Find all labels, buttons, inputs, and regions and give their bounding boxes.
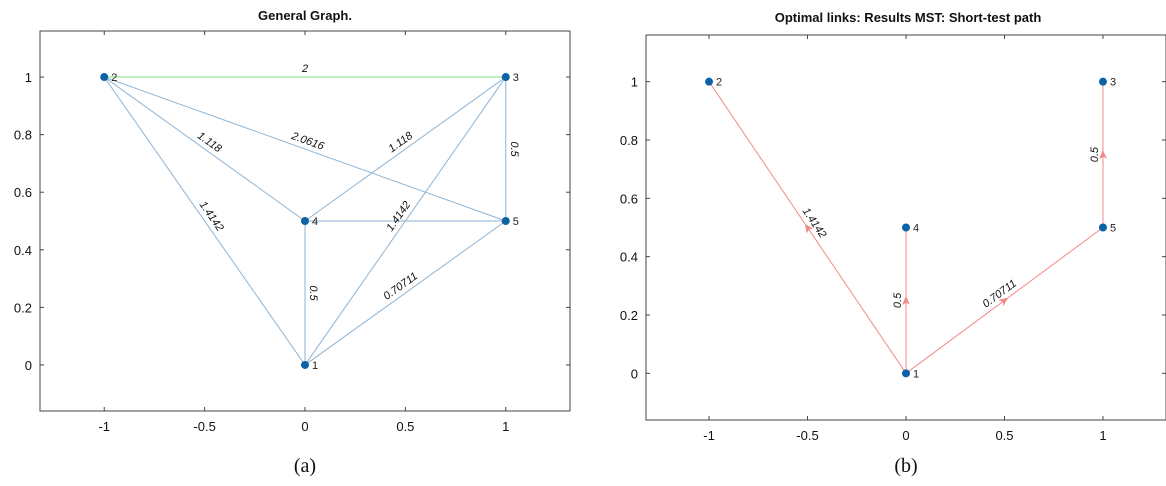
panel-b-ytick-label: 1 bbox=[631, 75, 638, 90]
panel-a-edge-2-4 bbox=[103, 76, 306, 222]
panel-a-ytick-label: 0.6 bbox=[14, 185, 32, 200]
panel-a-node-label-3: 3 bbox=[513, 72, 519, 84]
panel-b-ytick-label: 0.8 bbox=[620, 133, 638, 148]
panel-b-caption: (b) bbox=[894, 455, 917, 477]
panel-a-node-3 bbox=[501, 73, 510, 82]
panel-b-edge-label: 0.5 bbox=[1089, 146, 1101, 162]
panel-b-node-4 bbox=[902, 223, 910, 232]
panel-b-ytick-label: 0.4 bbox=[620, 250, 638, 265]
panel-b-ytick-label: 0.6 bbox=[620, 191, 638, 206]
panel-a-xtick-label: -1 bbox=[98, 419, 110, 434]
panel-a-caption: (a) bbox=[294, 455, 316, 477]
panel-a-edge-1-5 bbox=[304, 220, 507, 366]
panel-a-node-1 bbox=[301, 360, 309, 369]
panel-a-edge-3-4 bbox=[304, 76, 507, 222]
panel-b-title: Optimal links: Results MST: Short-test p… bbox=[775, 10, 1042, 25]
panel-b-nodes: 1 2 3 4 5 bbox=[705, 77, 1116, 380]
panel-b-edge-label: 0.5 bbox=[892, 292, 904, 308]
panel-a-node-label-2: 2 bbox=[111, 72, 117, 84]
panel-a-title: General Graph. bbox=[258, 8, 352, 23]
panel-a-edge-2-1 bbox=[103, 76, 306, 366]
panel-a-node-label-4: 4 bbox=[312, 216, 318, 228]
panel-a-node-label-5: 5 bbox=[513, 216, 519, 228]
panel-a-node-4 bbox=[301, 217, 309, 225]
panel-b-node-2 bbox=[705, 77, 714, 86]
panel-b-edge-arrow-1-2 bbox=[804, 223, 814, 234]
panel-a-edge-label: 2 bbox=[301, 63, 308, 75]
panel-b-node-label-4: 4 bbox=[913, 223, 919, 235]
panel-b-edges bbox=[708, 81, 1108, 374]
panel-a-ytick-label: 0.4 bbox=[14, 243, 32, 258]
panel-a-ytick-label: 0.8 bbox=[14, 128, 32, 143]
panel-a-ticks: -1 -0.5 0 0.5 1 0 0.2 0.4 0.6 0.8 1 bbox=[14, 31, 570, 434]
panel-a-general-graph: General Graph. -1 -0.5 0 0.5 1 0 0.2 0.4 0.6 0.8 1… bbox=[14, 8, 571, 477]
panel-b-xtick-label: -1 bbox=[703, 428, 715, 443]
panel-b-node-label-5: 5 bbox=[1110, 223, 1116, 235]
panel-b-node-label-1: 1 bbox=[913, 368, 919, 380]
panel-a-xtick-label: -0.5 bbox=[193, 419, 215, 434]
panel-a-ytick-label: 0.2 bbox=[14, 300, 32, 315]
panel-a-xtick-label: 0.5 bbox=[396, 419, 414, 434]
panel-a-ytick-label: 0 bbox=[25, 358, 32, 373]
panel-b-ytick-label: 0 bbox=[631, 366, 638, 381]
panel-a-node-2 bbox=[100, 73, 109, 82]
panel-a-node-label-1: 1 bbox=[312, 360, 318, 372]
panel-a-xtick-label: 1 bbox=[502, 419, 509, 434]
panel-b-shortest-path: Optimal links: Results MST: Short-test p… bbox=[620, 10, 1166, 477]
panel-b-edge-arrow-1-5 bbox=[998, 297, 1009, 307]
panel-b-node-label-3: 3 bbox=[1110, 77, 1116, 89]
panel-a-edge-label: 0.5 bbox=[508, 141, 520, 157]
panel-b-xtick-label: 0 bbox=[902, 428, 909, 443]
panel-b-node-3 bbox=[1098, 77, 1107, 86]
panel-b-node-1 bbox=[902, 369, 910, 378]
panel-a-ytick-label: 1 bbox=[25, 70, 32, 85]
panel-b-node-5 bbox=[1098, 223, 1107, 232]
panel-a-edges bbox=[103, 76, 507, 366]
panel-a-edge-2-5 bbox=[104, 76, 506, 222]
panel-a-node-5 bbox=[501, 217, 510, 225]
panel-a-xtick-label: 0 bbox=[301, 419, 308, 434]
panel-b-ytick-label: 0.2 bbox=[620, 308, 638, 323]
panel-a-edge-label: 0.5 bbox=[307, 285, 319, 301]
panel-a-nodes: 1 2 3 4 5 bbox=[100, 72, 519, 372]
panel-b-node-label-2: 2 bbox=[716, 77, 722, 89]
panel-b-xtick-label: 0.5 bbox=[995, 428, 1013, 443]
panel-b-xtick-label: 1 bbox=[1099, 428, 1106, 443]
panel-b-ticks: -1 -0.5 0 0.5 1 0 0.2 0.4 0.6 0.8 1 bbox=[620, 35, 1166, 443]
panel-b-edge-arrow-5-3 bbox=[1098, 149, 1108, 160]
panel-b-xtick-label: -0.5 bbox=[796, 428, 818, 443]
panel-b-edge-arrow-1-4 bbox=[902, 295, 911, 306]
